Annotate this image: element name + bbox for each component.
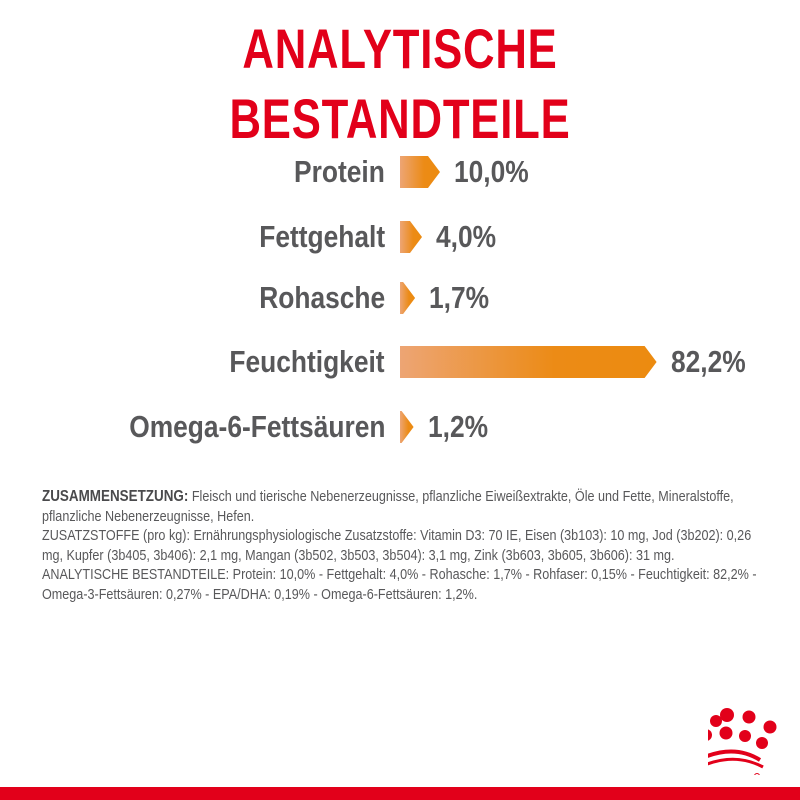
composition-heading: ZUSAMMENSETZUNG: xyxy=(42,488,189,505)
bar xyxy=(400,282,415,314)
page-title: ANALYTISCHE BESTANDTEILE xyxy=(229,17,571,150)
royal-canin-crown-logo xyxy=(708,708,777,775)
value-label: 1,7% xyxy=(429,280,490,315)
chart-row: Protein 10,0% xyxy=(0,152,800,192)
footer-red-bar xyxy=(0,787,800,800)
category-label: Feuchtigkeit xyxy=(229,344,385,379)
value-label: 4,0% xyxy=(436,219,497,254)
composition-paragraph: ZUSAMMENSETZUNG: Fleisch und tierische N… xyxy=(42,488,734,525)
composition-text: ZUSAMMENSETZUNG: Fleisch und tierische N… xyxy=(42,487,772,604)
bar xyxy=(400,346,657,378)
chart-row: Rohasche 1,7% xyxy=(0,278,800,318)
additives-paragraph: ZUSATZSTOFFE (pro kg): Ernährungsphysiol… xyxy=(42,527,752,564)
chart-row: Feuchtigkeit 82,2% xyxy=(0,342,800,382)
category-label: Fettgehalt xyxy=(259,219,385,254)
chart-row: Omega-6-Fettsäuren 1,2% xyxy=(0,407,800,447)
value-label: 10,0% xyxy=(454,154,529,189)
chart-row: Fettgehalt 4,0% xyxy=(0,217,800,257)
bar xyxy=(400,221,422,253)
category-label: Rohasche xyxy=(259,280,385,315)
value-label: 1,2% xyxy=(427,409,488,444)
analysis-paragraph: ANALYTISCHE BESTANDTEILE: Protein: 10,0%… xyxy=(42,566,757,603)
value-label: 82,2% xyxy=(670,344,746,379)
bar xyxy=(400,411,414,443)
category-label: Omega-6-Fettsäuren xyxy=(128,409,385,444)
bar xyxy=(400,156,440,188)
category-label: Protein xyxy=(294,154,385,189)
